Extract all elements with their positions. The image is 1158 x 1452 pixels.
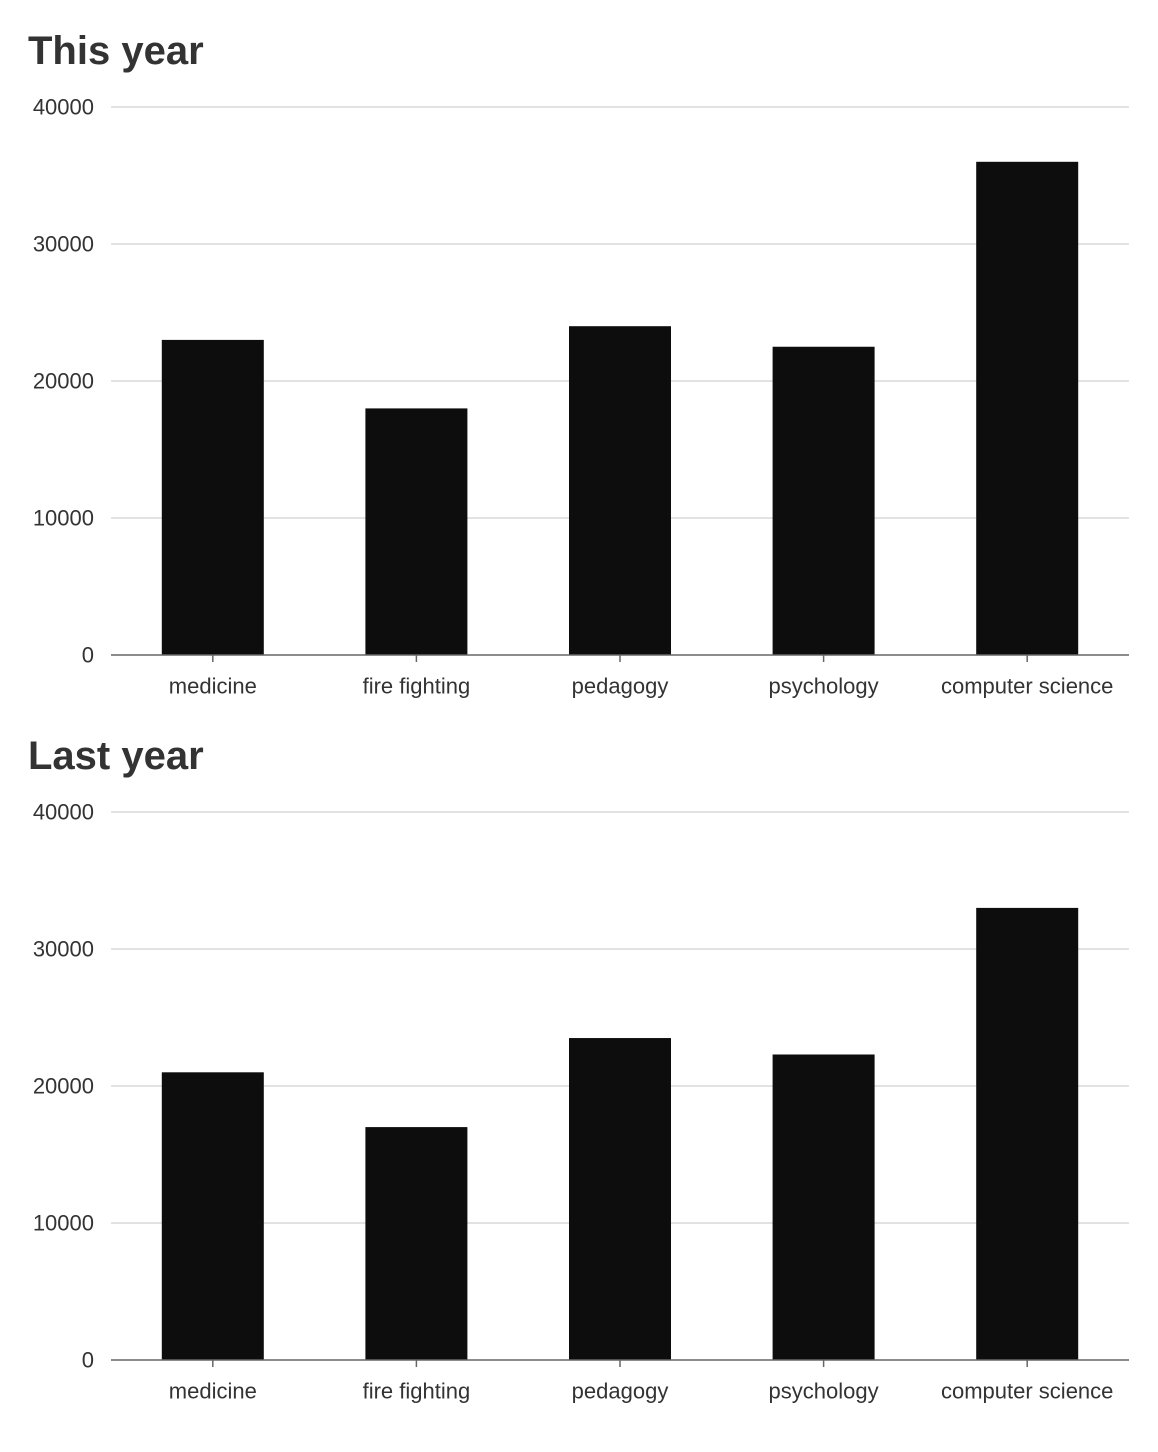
y-tick-label: 40000 — [33, 95, 94, 120]
bar-psychology — [772, 1054, 875, 1360]
bar-chart-plot: 0 10000 20000 30000 40000 medicine fire fighti… — [33, 800, 1129, 1404]
x-tick-label: pedagogy — [572, 1379, 669, 1404]
bar-computer-science — [976, 161, 1079, 656]
bar-fire-fighting — [365, 408, 468, 655]
y-tick-label: 10000 — [33, 506, 94, 531]
y-tick-label: 0 — [82, 1348, 94, 1373]
y-tick-label: 20000 — [33, 1074, 94, 1099]
x-tick-label: computer science — [941, 1379, 1113, 1404]
bar-pedagogy — [569, 326, 671, 655]
bar-medicine — [161, 1072, 264, 1360]
y-tick-label: 20000 — [33, 369, 94, 394]
chart-last-year: Last year 0 10000 20000 30000 40000 medicine f… — [0, 705, 1158, 1410]
y-tick-label: 30000 — [33, 937, 94, 962]
x-tick-label: fire fighting — [363, 1379, 471, 1404]
x-tick-label: medicine — [169, 1379, 257, 1404]
chart-title: Last year — [28, 734, 204, 778]
y-tick-label: 40000 — [33, 800, 94, 825]
x-tick-label: psychology — [769, 1379, 879, 1404]
x-tick-label: medicine — [169, 674, 257, 699]
y-tick-label: 0 — [82, 643, 94, 668]
bar-medicine — [161, 339, 264, 655]
chart-this-year: This year 0 10000 20000 30000 40000 medicine f… — [0, 0, 1158, 705]
bar-pedagogy — [569, 1038, 671, 1360]
x-tick-label: fire fighting — [363, 674, 471, 699]
bar-fire-fighting — [365, 1127, 468, 1360]
bar-chart-plot: 0 10000 20000 30000 40000 medicine fire fighti… — [33, 95, 1129, 699]
x-tick-label: pedagogy — [572, 674, 669, 699]
y-tick-label: 30000 — [33, 232, 94, 257]
bar-computer-science — [976, 907, 1079, 1360]
bar-psychology — [772, 346, 875, 655]
chart-title: This year — [28, 29, 204, 73]
y-tick-label: 10000 — [33, 1211, 94, 1236]
x-tick-label: psychology — [769, 674, 879, 699]
x-tick-label: computer science — [941, 674, 1113, 699]
